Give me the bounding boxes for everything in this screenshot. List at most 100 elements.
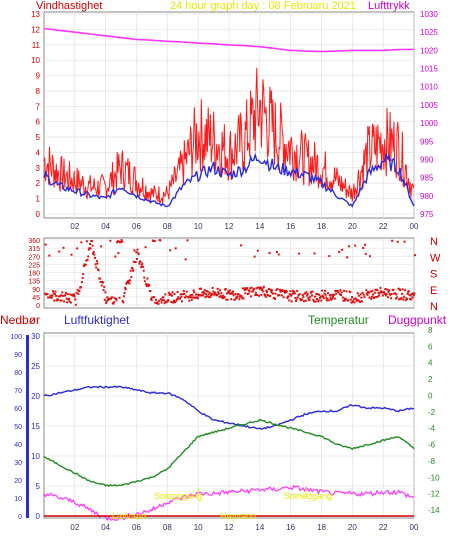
direction-point — [369, 255, 371, 258]
direction-point — [125, 282, 128, 285]
direction-point — [129, 269, 132, 272]
direction-point — [166, 300, 169, 303]
direction-point — [347, 299, 350, 302]
direction-point — [261, 287, 264, 290]
direction-point — [116, 240, 119, 243]
direction-point — [312, 298, 315, 301]
direction-point — [383, 291, 386, 294]
direction-point — [182, 290, 185, 292]
direction-point — [61, 291, 64, 294]
direction-point — [344, 299, 347, 302]
direction-point — [207, 293, 210, 296]
direction-point — [105, 301, 108, 304]
direction-point — [120, 239, 123, 242]
pressure-tick-label: 1015 — [420, 65, 438, 74]
direction-tick-label: 45 — [32, 295, 40, 302]
precip-tick-label: 0 — [18, 514, 22, 521]
direction-point — [270, 291, 273, 293]
precip-tick-label: 90 — [14, 352, 22, 359]
direction-point — [288, 293, 291, 296]
direction-point — [126, 281, 129, 284]
direction-point — [163, 299, 165, 302]
direction-point — [243, 287, 246, 290]
pressure-tick-label: 990 — [420, 155, 434, 164]
time-tick-label: 06 — [132, 222, 141, 231]
sunrise-annotation: Soloppgang — [154, 491, 203, 501]
direction-point — [254, 291, 257, 294]
direction-tick-label: 135 — [28, 279, 40, 286]
direction-point — [227, 291, 230, 294]
direction-point — [324, 293, 327, 296]
direction-point — [203, 292, 206, 295]
temperature-tick-label: -4 — [428, 424, 436, 433]
direction-point — [109, 239, 112, 242]
direction-point — [330, 293, 333, 296]
direction-point — [216, 287, 219, 290]
temperature-tick-label: -8 — [428, 457, 436, 466]
wind-tick-label: 3 — [36, 164, 41, 173]
direction-tick-label: 90 — [32, 287, 40, 294]
wind-tick-label: 8 — [36, 87, 41, 96]
direction-panel-grid — [44, 238, 415, 308]
direction-point — [400, 297, 403, 299]
direction-point — [92, 252, 95, 255]
direction-point — [331, 297, 334, 300]
direction-point — [363, 296, 366, 299]
direction-point — [257, 286, 260, 289]
direction-point — [280, 289, 283, 292]
direction-point — [198, 287, 201, 290]
direction-point — [196, 297, 199, 300]
time-tick-label: 06 — [132, 523, 141, 532]
lowwater-annotation: Lavvann — [112, 511, 147, 521]
direction-point — [176, 298, 178, 301]
direction-point — [143, 276, 146, 279]
direction-point — [168, 294, 171, 296]
temperature-tick-label: 8 — [428, 326, 433, 335]
direction-point — [369, 290, 372, 293]
direction-point — [290, 300, 293, 303]
direction-point — [81, 277, 84, 280]
direction-point — [66, 293, 69, 296]
direction-point — [75, 291, 78, 294]
direction-point — [238, 295, 241, 298]
direction-point — [253, 255, 256, 258]
precip-tick-label: 20 — [14, 478, 22, 485]
pressure-tick-label: 985 — [420, 174, 434, 183]
direction-point — [360, 296, 363, 299]
direction-point — [275, 289, 278, 292]
direction-point — [50, 296, 53, 299]
direction-point — [298, 293, 301, 296]
direction-point — [60, 294, 62, 297]
direction-point — [157, 302, 160, 305]
direction-point — [135, 251, 138, 254]
direction-point — [61, 294, 64, 297]
direction-point — [295, 300, 297, 302]
direction-point — [387, 291, 390, 293]
direction-point — [153, 240, 156, 243]
time-tick-label: 04 — [101, 523, 110, 532]
direction-point — [105, 300, 108, 303]
pressure-tick-label: 1005 — [420, 101, 438, 110]
direction-point — [69, 301, 72, 304]
direction-point — [188, 296, 191, 299]
direction-point — [146, 277, 149, 280]
temperature-tick-label: -2 — [428, 408, 436, 417]
direction-point — [78, 289, 81, 292]
direction-point — [52, 290, 54, 293]
direction-point — [366, 293, 369, 296]
direction-point — [274, 292, 277, 295]
direction-point — [201, 291, 204, 294]
direction-point — [247, 292, 250, 295]
time-tick-label: 20 — [348, 523, 357, 532]
direction-point — [143, 280, 146, 283]
direction-point — [196, 296, 199, 299]
direction-point — [328, 294, 331, 297]
direction-point — [279, 288, 281, 291]
direction-point — [224, 288, 227, 290]
direction-tick-label: 225 — [28, 262, 40, 269]
direction-point — [177, 296, 180, 299]
direction-point — [362, 293, 365, 296]
direction-point — [219, 294, 222, 297]
direction-point — [333, 297, 336, 300]
direction-point — [259, 288, 262, 291]
